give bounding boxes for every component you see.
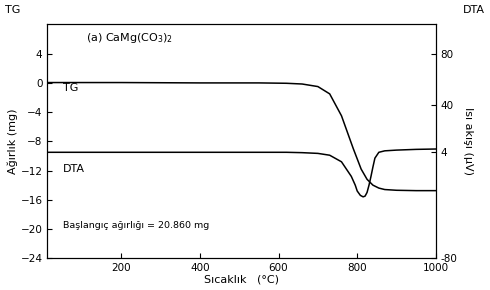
Y-axis label: Ağırlık (mg): Ağırlık (mg) — [7, 108, 18, 174]
Y-axis label: Isı akışı (μV): Isı akışı (μV) — [463, 107, 473, 175]
Text: TG: TG — [4, 5, 20, 15]
Text: (a) CaMg(CO$_3$)$_2$: (a) CaMg(CO$_3$)$_2$ — [86, 32, 173, 46]
Text: DTA: DTA — [463, 5, 485, 15]
Text: DTA: DTA — [63, 164, 85, 174]
Text: TG: TG — [63, 83, 78, 93]
Text: Başlangıç ağırlığı = 20.860 mg: Başlangıç ağırlığı = 20.860 mg — [63, 221, 209, 230]
X-axis label: Sıcaklık   (°C): Sıcaklık (°C) — [204, 274, 279, 284]
